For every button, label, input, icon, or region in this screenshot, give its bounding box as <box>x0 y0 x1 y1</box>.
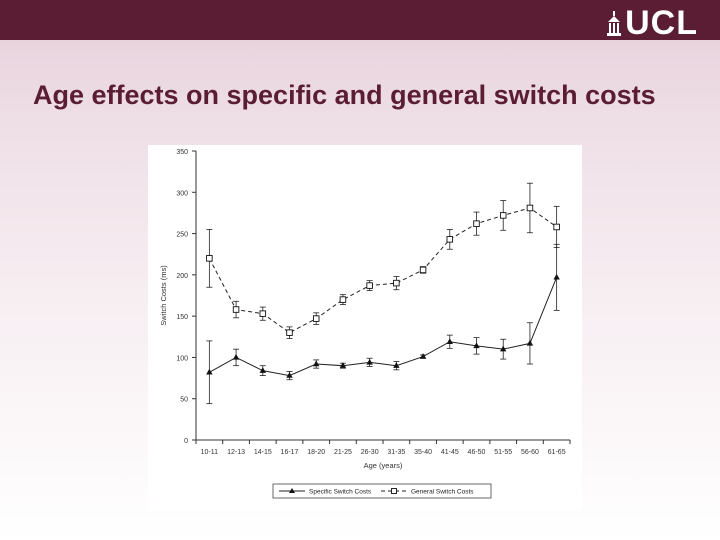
chart-legend: Specific Switch Costs General Switch Cost… <box>272 483 492 499</box>
ucl-logo: UCL <box>607 6 698 40</box>
data-point <box>286 372 293 378</box>
data-point <box>419 266 427 274</box>
data-point <box>206 255 213 262</box>
data-point <box>419 353 427 359</box>
data-point <box>526 204 534 212</box>
data-point <box>393 362 400 368</box>
data-point <box>259 310 267 317</box>
data-point <box>206 368 213 375</box>
y-tick-label: 0 <box>184 438 188 445</box>
logo-text: UCL <box>625 4 698 42</box>
data-point <box>553 223 560 231</box>
y-tick-label: 50 <box>180 397 188 404</box>
slide-title: Age effects on specific and general swit… <box>33 80 656 110</box>
x-tick-label: 35-40 <box>414 449 432 456</box>
data-point <box>366 358 373 365</box>
data-point <box>312 315 320 322</box>
data-point <box>313 360 320 367</box>
data-point <box>500 345 507 352</box>
series-2 <box>206 182 560 339</box>
chart-series <box>206 182 560 405</box>
data-point <box>286 329 293 336</box>
legend-marker <box>391 488 397 494</box>
data-point <box>499 212 507 219</box>
x-tick-label: 51-55 <box>494 449 512 456</box>
y-tick-label: 350 <box>176 149 188 156</box>
y-tick-label: 150 <box>176 314 188 321</box>
series-1 <box>206 243 560 405</box>
y-axis-title: Switch Costs (ms) <box>159 265 168 326</box>
x-tick-label: 21-25 <box>334 449 352 456</box>
y-tick-label: 250 <box>176 232 188 239</box>
chart-axes: 0 50 100 150 200 250 300 350 10-11 12-13 14-15 16-1… <box>159 149 571 470</box>
y-tick-label: 100 <box>176 355 188 362</box>
x-tick-label: 56-60 <box>521 449 539 456</box>
x-tick-label: 16-17 <box>281 449 299 456</box>
data-point <box>339 362 347 368</box>
header-bar: UCL <box>0 0 720 40</box>
line-chart: 0 50 100 150 200 250 300 350 10-11 12-13 14-15 16-1… <box>159 149 571 499</box>
series-line <box>209 277 558 377</box>
x-axis-title: Age (years) <box>364 461 403 470</box>
x-tick-label: 46-50 <box>468 449 486 456</box>
data-point <box>446 338 453 344</box>
y-tick-label: 200 <box>176 273 188 280</box>
x-tick-label: 26-30 <box>361 449 379 456</box>
data-point <box>366 282 373 289</box>
legend-label: Specific Switch Costs <box>309 489 372 496</box>
y-tick-label: 300 <box>176 190 188 197</box>
x-tick-label: 14-15 <box>254 449 272 456</box>
data-point <box>232 306 240 313</box>
x-tick-label: 31-35 <box>387 449 405 456</box>
data-point <box>339 296 347 303</box>
data-point <box>232 353 240 360</box>
data-point <box>473 342 480 349</box>
x-tick-label: 12-13 <box>227 449 245 456</box>
legend-label: General Switch Costs <box>411 489 474 496</box>
legend-marker <box>289 488 295 493</box>
x-tick-label: 61-65 <box>548 449 566 456</box>
series-line <box>208 207 557 334</box>
chart-container: 0 50 100 150 200 250 300 350 10-11 12-13 14-15 16-1… <box>148 145 582 510</box>
data-point <box>473 220 480 227</box>
x-tick-label: 10-11 <box>201 449 218 456</box>
x-tick-label: 41-45 <box>441 449 459 456</box>
data-point <box>553 273 560 280</box>
data-point <box>259 367 266 373</box>
data-point <box>526 339 534 346</box>
x-tick-label: 18-20 <box>307 449 325 456</box>
data-point <box>446 236 454 243</box>
data-point <box>393 279 400 287</box>
portico-icon <box>607 11 622 36</box>
